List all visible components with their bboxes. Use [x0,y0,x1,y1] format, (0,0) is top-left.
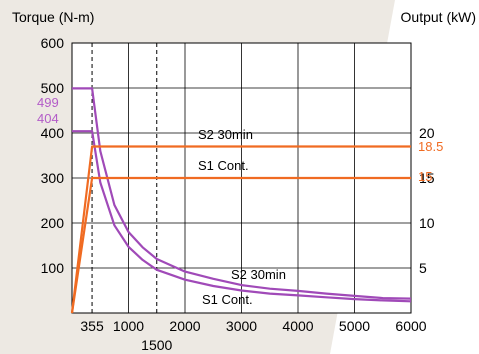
annotation-torque-cont: 404 [37,111,59,126]
x-tick-label: 3000 [226,318,257,334]
x-tick-label: 355 [80,318,104,334]
y-left-tick-label: 300 [41,170,65,186]
y-left-axis-label: Torque (N-m) [12,9,94,25]
annotation-output-s2: 18.5 [418,139,443,154]
y-right-tick-label: 15 [419,170,435,186]
x-tick-label-extra: 1500 [141,337,172,353]
y-right-axis-label: Output (kW) [401,9,476,25]
y-left-tick-label: 400 [41,125,65,141]
y-right-tick-label: 20 [419,125,435,141]
y-left-tick-label: 200 [41,215,65,231]
torque-line-s1-cont [72,130,412,303]
label-s2-lower: S2 30min [231,267,286,282]
label-s1-upper: S1 Cont. [198,158,249,173]
x-tick-label: 4000 [282,318,313,334]
y-right-tick-label: 5 [419,260,427,276]
annotation-output-s1: 15 [418,169,432,184]
x-tick-label: 6000 [395,318,426,334]
x-tick-label: 2000 [169,318,200,334]
annotation-torque-peak: 499 [37,95,59,110]
x-tick-label: 1000 [113,318,144,334]
y-left-tick-label: 600 [41,35,65,51]
y-left-tick-label: 500 [41,80,65,96]
y-right-tick-label: 10 [419,215,435,231]
y-left-tick-label: 100 [41,260,65,276]
tick-labels: 600 500 400 300 200 100 20 15 10 5 355 1000 2000 3000… [41,35,435,353]
output-line-s1-cont [70,176,411,314]
x-tick-label: 5000 [339,318,370,334]
output-line-s2-30min [70,145,411,314]
label-s2-upper: S2 30min [198,127,253,142]
label-s1-lower: S1 Cont. [202,292,253,307]
series-lines [70,87,412,314]
